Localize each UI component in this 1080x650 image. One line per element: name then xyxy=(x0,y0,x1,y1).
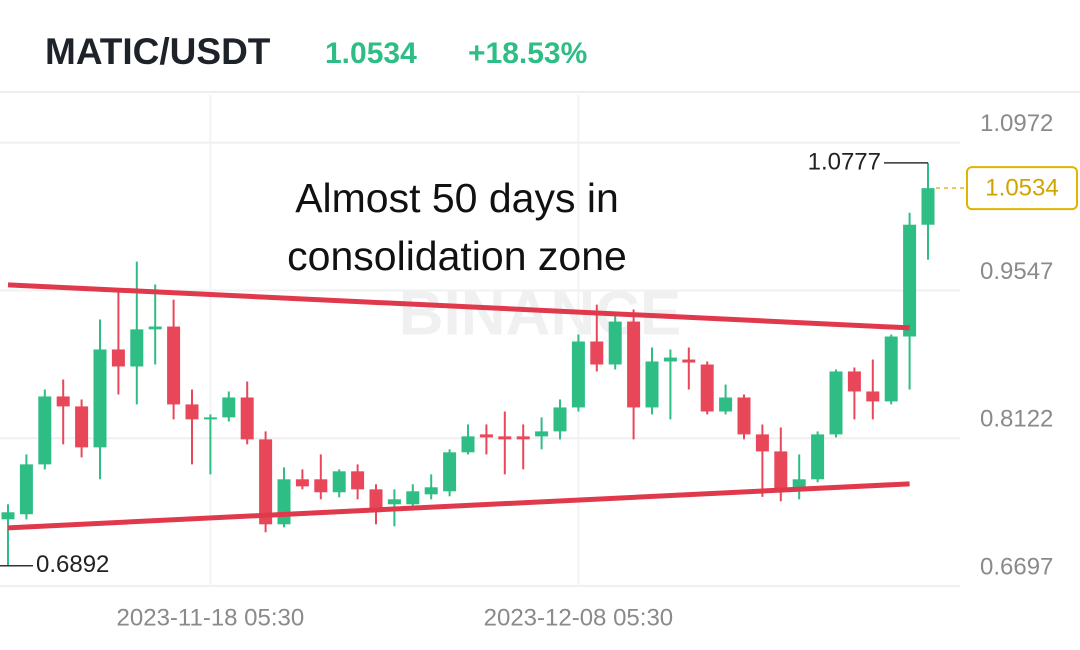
candle-body xyxy=(921,188,935,225)
candle-body xyxy=(792,479,806,490)
candle-body xyxy=(130,329,144,367)
candle-body xyxy=(369,489,383,510)
candle-body xyxy=(148,326,162,330)
candle-body xyxy=(259,439,273,525)
candle-body xyxy=(571,341,585,408)
candle-body xyxy=(847,371,861,392)
candle-body xyxy=(1,512,15,520)
candle-body xyxy=(93,349,107,448)
candle-body xyxy=(56,396,70,407)
y-tick-label: 0.9547 xyxy=(980,258,1053,285)
candle-body xyxy=(111,349,125,367)
candle-body xyxy=(719,397,733,412)
candle-body xyxy=(516,436,530,440)
candle-body xyxy=(38,396,52,465)
y-tick-label: 1.0972 xyxy=(980,110,1053,137)
x-tick-label: 2023-11-18 05:30 xyxy=(117,604,305,631)
candle-body xyxy=(185,404,199,420)
candle-body xyxy=(351,471,365,490)
candle-body xyxy=(553,407,567,432)
candle-body xyxy=(277,479,291,525)
candle-body xyxy=(443,452,457,492)
x-tick-label: 2023-12-08 05:30 xyxy=(484,604,674,631)
candle-body xyxy=(737,397,751,435)
pair-title: MATIC/USDT xyxy=(45,31,271,72)
trendline xyxy=(7,481,910,531)
low-marker-label: 0.6892 xyxy=(36,551,109,578)
y-tick-label: 0.6697 xyxy=(980,553,1053,580)
candle-body xyxy=(406,491,420,505)
candle-body xyxy=(608,321,622,365)
candle-body xyxy=(811,434,825,480)
trendline xyxy=(7,282,910,331)
candle-body xyxy=(590,341,604,365)
last-price: 1.0534 xyxy=(325,37,417,70)
price-tag-label: 1.0534 xyxy=(985,174,1058,201)
candle-body xyxy=(479,434,493,438)
candle-body xyxy=(663,357,677,362)
high-marker-label: 1.0777 xyxy=(808,148,881,175)
candle-body xyxy=(645,361,659,408)
candle-body xyxy=(627,321,641,408)
candle-body xyxy=(682,359,696,363)
candle-body xyxy=(222,397,236,418)
y-tick-label: 0.8122 xyxy=(980,406,1053,433)
candle-body xyxy=(203,417,217,420)
candle-body xyxy=(167,326,181,405)
candle-body xyxy=(19,464,33,515)
candle-body xyxy=(884,336,898,402)
candle-body xyxy=(498,436,512,440)
candle-body xyxy=(774,451,788,492)
candle-body xyxy=(535,431,549,437)
candle-body xyxy=(75,406,89,448)
price-change: +18.53% xyxy=(468,37,587,70)
candle-body xyxy=(332,471,346,493)
candle-body xyxy=(387,499,401,505)
annotation: consolidation zone xyxy=(287,233,627,279)
candle-body xyxy=(240,397,254,440)
candle-body xyxy=(700,364,714,412)
candle-body xyxy=(424,487,438,495)
annotation: Almost 50 days in xyxy=(295,175,619,221)
price-tag xyxy=(966,166,1078,211)
candle-body xyxy=(903,224,917,337)
candle-body xyxy=(461,436,475,453)
candle-body xyxy=(829,371,843,435)
candle-body xyxy=(866,391,880,402)
candle-body xyxy=(314,479,328,493)
candle-body xyxy=(295,479,309,487)
candle-body xyxy=(755,434,769,452)
